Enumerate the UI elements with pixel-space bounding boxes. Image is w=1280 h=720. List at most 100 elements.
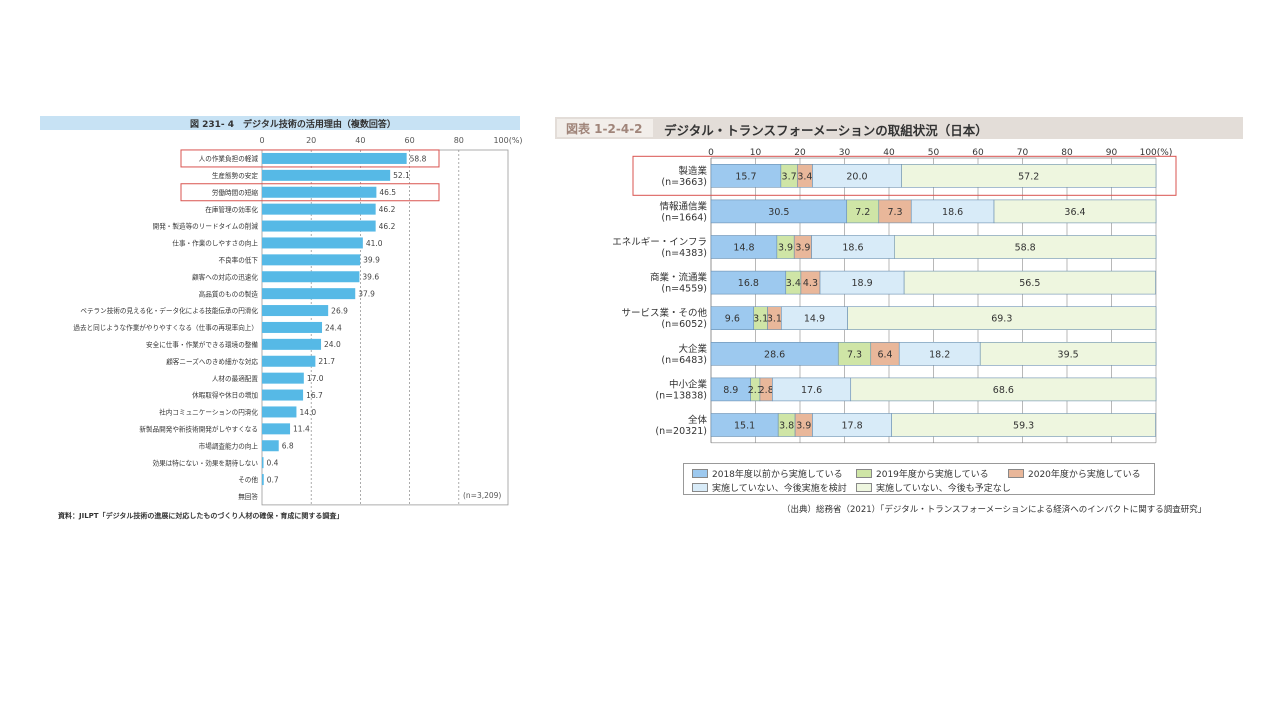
right-category-label: 全体 <box>688 414 708 426</box>
right-category-n-label: (n=3663) <box>661 177 707 188</box>
right-category-n-label: (n=4559) <box>661 284 707 295</box>
legend-item-no-plan: 実施していない、今後も予定なし <box>856 481 1011 494</box>
left-category-label: ベテラン技術の見える化・データ化による技能伝承の円滑化 <box>80 306 258 315</box>
right-category-n-label: (n=20321) <box>655 426 707 437</box>
left-category-label: 開発・製造等のリードタイムの削減 <box>153 222 259 231</box>
right-x-tick-label: 50 <box>928 148 940 158</box>
left-value-label: 24.0 <box>324 340 341 349</box>
left-category-label: 人の作業負担の軽減 <box>199 154 259 163</box>
right-category-label: 製造業 <box>678 165 707 177</box>
right-segment-label: 3.9 <box>795 243 810 254</box>
right-x-tick-label: 0 <box>708 148 714 158</box>
left-category-label: 仕事・作業のしやすさの向上 <box>172 239 258 248</box>
left-bar <box>262 440 279 452</box>
left-x-tick-label: 60 <box>405 136 415 145</box>
left-category-label: 市場調査能力の向上 <box>199 441 259 450</box>
left-category-label: 高品質のものの製造 <box>199 289 259 298</box>
left-bar <box>262 321 323 333</box>
legend-item-considering: 実施していない、今後実施を検討 <box>692 481 847 494</box>
right-bar-segment <box>903 270 1156 295</box>
right-segment-label: 68.6 <box>993 385 1014 396</box>
right-category-label: 商業・流通業 <box>650 272 708 284</box>
left-chart-title: 図 231- 4 デジタル技術の活用理由（複数回答） <box>190 120 396 130</box>
right-chart-figure-badge <box>557 119 653 137</box>
right-category-label: サービス業・その他 <box>621 307 707 319</box>
right-segment-label: 18.9 <box>851 278 872 289</box>
left-bar <box>262 186 377 198</box>
right-bar-segment <box>979 341 1157 366</box>
right-segment-label: 69.3 <box>991 314 1012 325</box>
left-value-label: 39.9 <box>363 256 380 265</box>
right-chart-header-band <box>555 117 1243 139</box>
right-segment-label: 36.4 <box>1064 207 1085 218</box>
left-category-label: その他 <box>238 475 258 484</box>
left-category-label: 在庫管理の効率化 <box>205 205 258 214</box>
right-category-label: 中小企業 <box>669 378 708 390</box>
legend-item-2020: 2020年度から実施している <box>1008 467 1141 480</box>
left-x-tick-label: 40 <box>355 136 365 145</box>
left-category-label: 効果は特にない・効果を期待しない <box>153 458 259 467</box>
right-bar-segment <box>894 235 1157 259</box>
left-bar <box>262 203 376 215</box>
right-segment-label: 3.4 <box>786 278 801 289</box>
left-chart-header-band <box>40 116 520 130</box>
left-x-tick-label: 80 <box>454 136 464 145</box>
left-category-label: 無回答 <box>238 492 258 501</box>
right-x-tick-label: 100(%) <box>1140 148 1173 158</box>
legend-label-2020: 2020年度から実施している <box>1028 470 1141 480</box>
right-segment-label: 7.3 <box>887 207 902 218</box>
left-chart-source: 資料：JILPT「デジタル技術の進展に対応したものづくり人材の確保・育成に関する… <box>58 512 344 520</box>
right-category-label: 大企業 <box>678 343 707 355</box>
right-x-tick-label: 80 <box>1061 148 1073 158</box>
right-segment-label: 15.7 <box>735 171 756 182</box>
right-segment-label: 17.8 <box>841 421 862 432</box>
right-segment-label: 3.9 <box>796 421 811 432</box>
right-category-n-label: (n=6483) <box>661 355 707 366</box>
right-segment-label: 39.5 <box>1058 349 1079 360</box>
legend-item-2018: 2018年度以前から実施している <box>692 467 843 480</box>
left-highlight-box <box>180 183 440 202</box>
right-x-tick-label: 60 <box>972 148 984 158</box>
left-category-label: 人材の最適配置 <box>212 374 259 383</box>
right-segment-label: 3.1 <box>767 314 782 325</box>
legend-swatch-2019 <box>856 469 872 478</box>
left-bar <box>262 423 291 435</box>
right-segment-label: 2.1 <box>748 385 763 396</box>
right-segment-label: 3.8 <box>779 421 794 432</box>
legend-swatch-2018 <box>692 469 708 478</box>
right-chart-legend: 2018年度以前から実施している 2019年度から実施している 2020年度から… <box>683 463 1155 495</box>
legend-label-no-plan: 実施していない、今後も予定なし <box>876 484 1011 494</box>
right-x-tick-label: 30 <box>839 148 851 158</box>
left-value-label: 0.7 <box>267 475 279 484</box>
left-x-tick-label: 0 <box>259 136 264 145</box>
left-bar <box>262 271 360 283</box>
right-segment-label: 58.8 <box>1015 243 1036 254</box>
right-segment-label: 14.9 <box>804 314 825 325</box>
right-segment-label: 2.8 <box>759 385 774 396</box>
right-category-n-label: (n=13838) <box>655 390 707 401</box>
left-chart-n-label: (n=3,209) <box>463 491 502 500</box>
right-segment-label: 16.8 <box>738 278 759 289</box>
left-value-label: 16.7 <box>306 391 323 400</box>
right-bar-segment <box>850 377 1157 402</box>
left-category-label: 休暇取得や休日の増加 <box>192 391 258 400</box>
left-bar <box>262 406 297 418</box>
right-category-label: エネルギー・インフラ <box>612 237 707 248</box>
legend-label-2019: 2019年度から実施している <box>876 470 989 480</box>
right-highlight-box <box>632 155 1177 196</box>
left-bar <box>262 288 356 300</box>
left-x-tick-label: 20 <box>306 136 316 145</box>
left-bar <box>262 254 361 266</box>
right-segment-label: 59.3 <box>1013 421 1034 432</box>
legend-label-considering: 実施していない、今後実施を検討 <box>712 484 847 494</box>
legend-swatch-2020 <box>1008 469 1024 478</box>
legend-swatch-no-plan <box>856 483 872 492</box>
right-category-label: 情報通信業 <box>659 200 707 212</box>
left-value-label: 11.4 <box>293 425 310 434</box>
left-bar <box>262 474 264 486</box>
left-value-label: 0.4 <box>267 458 279 467</box>
right-segment-label: 9.6 <box>725 314 740 325</box>
right-segment-label: 18.2 <box>929 349 950 360</box>
left-value-label: 14.0 <box>299 408 316 417</box>
